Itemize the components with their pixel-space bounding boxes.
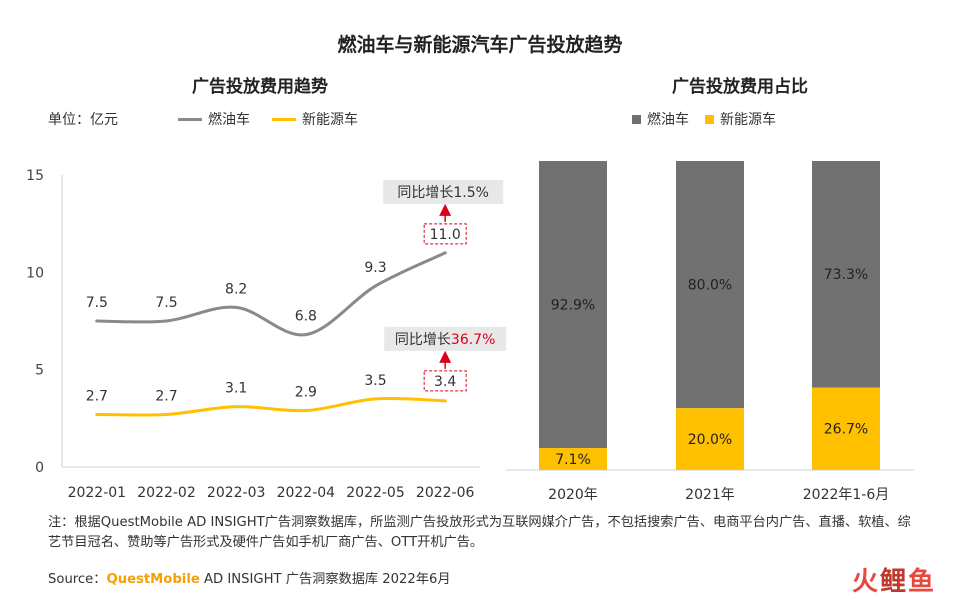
growth-annotation-prefix-ev: 同比增长 bbox=[395, 332, 451, 348]
line-chart-title: 广告投放费用趋势 bbox=[192, 77, 328, 97]
last-value-box-fuel bbox=[423, 223, 467, 245]
source-brand: QuestMobile bbox=[106, 572, 200, 587]
bar-legend-ev-label: 新能源车 bbox=[720, 112, 776, 128]
data-point-ev-1 bbox=[165, 412, 168, 416]
bar-legend-ev-swatch bbox=[705, 114, 714, 124]
data-label-fuel-5: 11.0 bbox=[430, 227, 461, 243]
legend-ev-label: 新能源车 bbox=[302, 112, 358, 128]
data-label-fuel-0: 7.5 bbox=[86, 295, 108, 311]
x-tick-label-1: 2022-02 bbox=[137, 485, 196, 501]
bar-legend-ev: 新能源车 bbox=[705, 109, 776, 129]
data-label-fuel-4: 9.3 bbox=[364, 260, 386, 276]
growth-annotation-ev: 同比增长36.7% bbox=[395, 332, 495, 348]
legend-fuel-swatch bbox=[178, 117, 202, 121]
legend-fuel-label: 燃油车 bbox=[208, 112, 250, 128]
data-point-ev-3 bbox=[304, 409, 308, 413]
legend-fuel: 燃油车 bbox=[178, 109, 250, 129]
source-rest: AD INSIGHT 广告洞察数据库 2022年6月 bbox=[199, 572, 451, 587]
x-tick-label-3: 2022-04 bbox=[277, 485, 336, 501]
data-label-ev-3: 2.9 bbox=[295, 385, 317, 401]
y-tick-label-2: 10 bbox=[26, 265, 44, 281]
growth-annotation-bg-fuel bbox=[383, 179, 504, 204]
data-point-fuel-3 bbox=[304, 333, 308, 337]
series-line-fuel bbox=[95, 251, 447, 337]
bar-label-ev-2: 26.7% bbox=[824, 422, 868, 438]
x-tick-label-5: 2022-06 bbox=[416, 485, 475, 501]
growth-annotation-value-ev: 36.7% bbox=[451, 332, 495, 348]
bar-legend-fuel-label: 燃油车 bbox=[647, 112, 689, 128]
growth-annotation-fuel: 同比增长1.5% bbox=[397, 185, 489, 201]
data-point-ev-2 bbox=[234, 405, 238, 409]
legend-ev: 新能源车 bbox=[272, 109, 358, 129]
footnote: 注：根据QuestMobile AD INSIGHT广告洞察数据库，所监测广告投… bbox=[48, 515, 911, 550]
bar-ev-2 bbox=[812, 387, 880, 470]
data-label-fuel-2: 8.2 bbox=[225, 281, 247, 297]
source-prefix: Source： bbox=[48, 572, 107, 587]
bar-category-label-1: 2021年 bbox=[685, 487, 735, 503]
bar-label-ev-1: 20.0% bbox=[688, 432, 732, 448]
y-tick-label-3: 15 bbox=[26, 168, 44, 184]
main-title: 燃油车与新能源汽车广告投放趋势 bbox=[337, 34, 623, 56]
bar-fuel-1 bbox=[676, 161, 744, 409]
bar-fuel-0 bbox=[539, 161, 607, 449]
bar-chart-title: 广告投放费用占比 bbox=[672, 77, 808, 97]
x-tick-label-4: 2022-05 bbox=[346, 485, 405, 501]
data-point-ev-0 bbox=[95, 412, 99, 416]
bar-category-label-0: 2020年 bbox=[548, 487, 598, 503]
bar-category-label-2: 2022年1-6月 bbox=[803, 487, 890, 503]
data-point-fuel-2 bbox=[234, 305, 238, 309]
data-point-fuel-1 bbox=[165, 319, 168, 323]
logo-char-3: 鱼 bbox=[907, 567, 936, 597]
bar-legend-fuel: 燃油车 bbox=[632, 109, 689, 129]
last-value-box-ev bbox=[423, 370, 467, 392]
data-point-fuel-5 bbox=[443, 251, 447, 255]
growth-annotation-bg-ev bbox=[384, 326, 507, 351]
data-label-ev-1: 2.7 bbox=[155, 388, 177, 404]
logo-char-1: 火 bbox=[851, 567, 880, 597]
line-chart: 0 5 10 15 2022-01 2022-02 2022-03 2022-04 2022-0… bbox=[26, 168, 507, 501]
y-tick-label-1: 5 bbox=[35, 363, 44, 379]
bar-ev-1 bbox=[676, 408, 744, 470]
data-point-fuel-0 bbox=[95, 319, 99, 323]
bar-fuel-2 bbox=[812, 161, 880, 388]
bar-label-ev-0: 7.1% bbox=[555, 452, 591, 468]
data-point-ev-4 bbox=[374, 397, 377, 401]
bar-chart: 92.9% 7.1% 2020年 80.0% 20.0% 2021年 73.3% 26.7% 2… bbox=[506, 161, 914, 503]
data-label-fuel-1: 7.5 bbox=[155, 295, 177, 311]
bar-label-fuel-2: 73.3% bbox=[824, 267, 868, 283]
source-line: Source：QuestMobile AD INSIGHT 广告洞察数据库 20… bbox=[48, 568, 451, 587]
series-line-ev bbox=[95, 396, 447, 417]
data-point-ev-5 bbox=[443, 399, 447, 403]
bar-legend-fuel-swatch bbox=[632, 114, 641, 124]
data-label-ev-2: 3.1 bbox=[225, 381, 247, 397]
data-point-fuel-4 bbox=[374, 284, 377, 288]
data-label-ev-4: 3.5 bbox=[364, 373, 386, 389]
data-label-ev-0: 2.7 bbox=[86, 388, 108, 404]
growth-annotation-value-fuel: 1.5% bbox=[453, 185, 489, 201]
y-tick-label-0: 0 bbox=[35, 460, 44, 476]
growth-annotation-prefix-fuel: 同比增长 bbox=[397, 185, 453, 201]
logo-char-2: 鲤 bbox=[879, 567, 908, 597]
bar-label-fuel-1: 80.0% bbox=[688, 278, 732, 294]
bar-ev-0 bbox=[539, 448, 607, 470]
x-tick-label-0: 2022-01 bbox=[68, 485, 127, 501]
data-label-ev-5: 3.4 bbox=[434, 374, 456, 390]
bar-label-fuel-0: 92.9% bbox=[551, 298, 595, 314]
x-tick-label-2: 2022-03 bbox=[207, 485, 266, 501]
brand-logo: 火鲤鱼 bbox=[852, 561, 936, 598]
unit-label: 单位：亿元 bbox=[48, 112, 118, 128]
legend-ev-swatch bbox=[272, 117, 296, 121]
data-label-fuel-3: 6.8 bbox=[295, 309, 317, 325]
